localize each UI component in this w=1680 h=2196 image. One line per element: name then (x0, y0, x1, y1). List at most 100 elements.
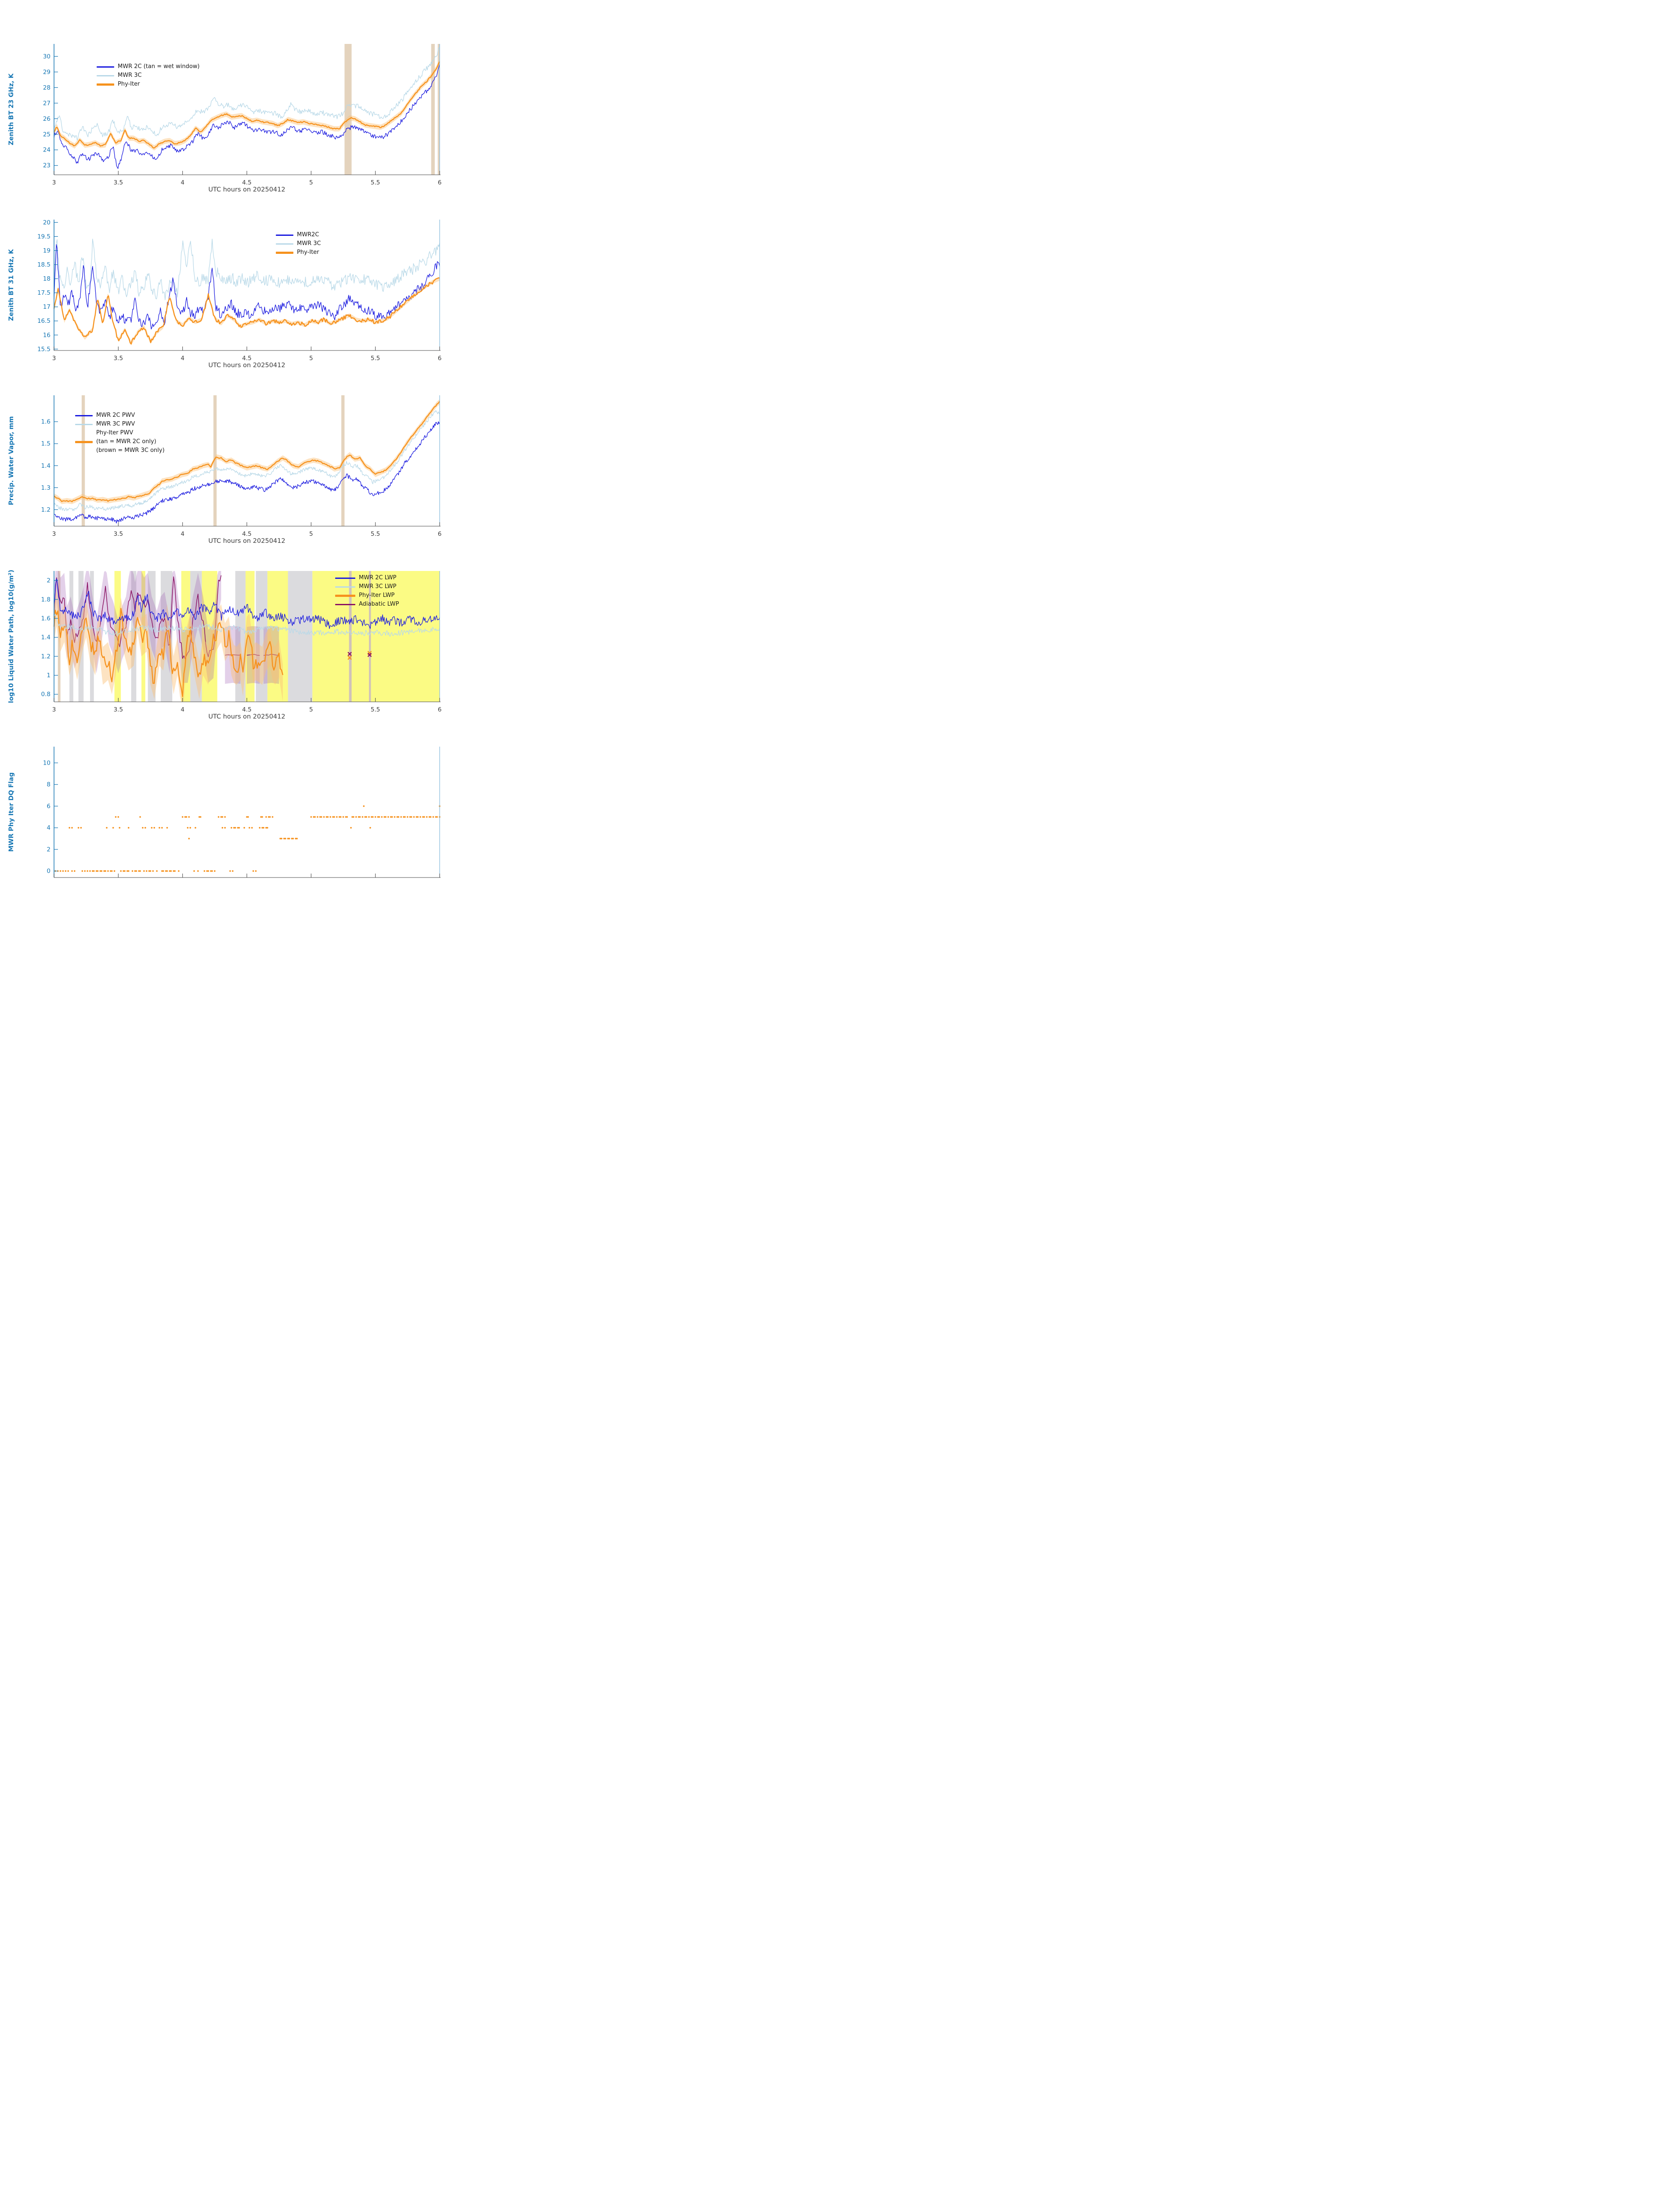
y-tick-label: 1.3 (41, 484, 51, 491)
y-tick-label: 2 (47, 577, 51, 584)
dq-flag-dot (234, 827, 236, 829)
y-tick-label: 6 (47, 803, 51, 810)
y-tick-label: 30 (43, 53, 51, 60)
legend-item: MWR 2C LWP (335, 574, 399, 582)
dq-flag-dot (295, 838, 297, 840)
y-tick-label: 19.5 (37, 233, 51, 240)
legend-label: MWR 3C (118, 72, 142, 79)
dq-flag-dot (271, 816, 274, 818)
panel-lwp-xlabel: UTC hours on 20250412 (208, 713, 285, 720)
phy-iter-envelope (54, 58, 440, 151)
legend-label: MWR 2C (tan = wet window) (118, 63, 200, 70)
shaded-band (181, 571, 191, 702)
dq-flag-dot (320, 816, 322, 818)
dq-flag-dot (314, 816, 316, 818)
y-tick-label: 1.4 (41, 462, 51, 470)
dq-flag-dot (368, 816, 370, 818)
dq-flag-dot (288, 838, 290, 840)
legend-label: MWR 3C (297, 240, 321, 247)
dq-flag-dot (281, 838, 282, 840)
dq-flag-dot (156, 870, 158, 872)
legend-item: MWR 2C (tan = wet window) (97, 62, 200, 71)
x-tick-label: 5.5 (371, 531, 380, 538)
dq-flag-dot (198, 816, 200, 818)
dq-flag-dot (139, 870, 141, 872)
dq-flag-dot (138, 870, 140, 872)
dq-flag-dot (145, 870, 148, 872)
dq-flag-dot (269, 816, 271, 818)
y-tick-label: 10 (43, 759, 51, 766)
legend-swatch-line_blue (276, 234, 293, 236)
dq-flag-dot (255, 870, 257, 872)
y-tick-label: 16.5 (37, 318, 51, 325)
phy-iter-pwv-line (54, 401, 440, 502)
dq-flag-dot (319, 816, 321, 818)
dq-flag-dot (383, 816, 385, 818)
dq-flag-dot (151, 827, 153, 829)
shaded-band (69, 571, 73, 702)
x-marker (367, 653, 372, 657)
dq-flag-dot (407, 816, 408, 818)
dq-flag-dot (69, 827, 70, 829)
mwr-3c-line (54, 238, 440, 300)
dq-flag-dot (135, 870, 137, 872)
dq-flag-dot (131, 870, 134, 872)
x-tick-label: 6 (438, 531, 442, 538)
dq-flag-dot (143, 870, 145, 872)
panel-bt23-xlabel: UTC hours on 20250412 (208, 186, 285, 193)
shaded-band (131, 571, 137, 702)
dq-flag-dot (317, 816, 318, 818)
dq-flag-dot (436, 816, 438, 818)
dq-flag-dot (243, 827, 245, 829)
dq-flag-dot (353, 816, 354, 818)
dq-flag-dot (67, 870, 69, 872)
dq-flag-dot (409, 816, 411, 818)
dq-flag-dot (221, 827, 224, 829)
x-tick-label: 5.5 (371, 706, 380, 713)
dq-flag-dot (93, 870, 95, 872)
dq-flag-dot (203, 870, 206, 872)
adiabatic-lwp-line (54, 575, 222, 659)
dq-flag-dot (292, 838, 294, 840)
dq-flag-dot (267, 816, 270, 818)
dq-flag-dot (279, 838, 281, 840)
panel-2-svg: 15.5 16 16.5 17 17.5 18 18.5 19 19.5 20 3 3.5 4 4.5 5 5… (37, 219, 441, 362)
y-tick-label: 19 (43, 247, 51, 254)
dq-flag-dot (148, 870, 150, 872)
x-tick-label: 4 (181, 706, 184, 713)
x-tick-label: 5 (309, 179, 313, 186)
x-tick-label: 5 (309, 706, 313, 713)
y-tick-label: 1.4 (41, 634, 51, 641)
mwr-3c-line (54, 47, 440, 141)
y-tick-label: 1.6 (41, 615, 51, 622)
dq-flag-dot (120, 870, 122, 872)
phy-iter-envelope (54, 277, 440, 346)
dq-flag-dot (229, 870, 231, 872)
dq-flag-dot (283, 838, 285, 840)
dq-flag-dot (403, 816, 405, 818)
phy-iter-line (53, 277, 440, 345)
dq-flag-dot (217, 816, 220, 818)
dq-flag-dot (422, 816, 424, 818)
dq-flag-dot (430, 816, 432, 818)
dq-flag-dot (80, 827, 82, 829)
adiabatic-lwp-seg4-envelope (264, 626, 279, 684)
y-tick-label: 8 (47, 781, 51, 788)
dq-flag-dot (369, 827, 371, 829)
x-tick-label: 3.5 (114, 531, 123, 538)
panel-4-svg: 0.8 1 1.2 1.4 1.6 1.8 2 3 3.5 4 4.5 5 5.5 6 (41, 571, 441, 713)
dq-flag-dot (77, 827, 79, 829)
dq-flag-dot (178, 870, 180, 872)
y-tick-label: 17 (43, 303, 51, 311)
dq-flag-dot (113, 870, 116, 872)
dq-flag-dot (199, 816, 202, 818)
legend-item: MWR 3C (276, 239, 321, 248)
panel-3-svg: 1.2 1.3 1.4 1.5 1.6 3 3.5 4 4.5 5 5.5 6 (41, 395, 442, 538)
dq-flag-dot (415, 816, 418, 818)
y-tick-label: 20 (43, 219, 51, 226)
legend-label: Phy-Iter LWP (359, 592, 395, 599)
panel-bt31-legend: MWR2C MWR 3C Phy-Iter (276, 231, 321, 257)
dq-flag-dot (127, 870, 130, 872)
shaded-band (349, 571, 352, 702)
dq-flag-dot (221, 816, 224, 818)
